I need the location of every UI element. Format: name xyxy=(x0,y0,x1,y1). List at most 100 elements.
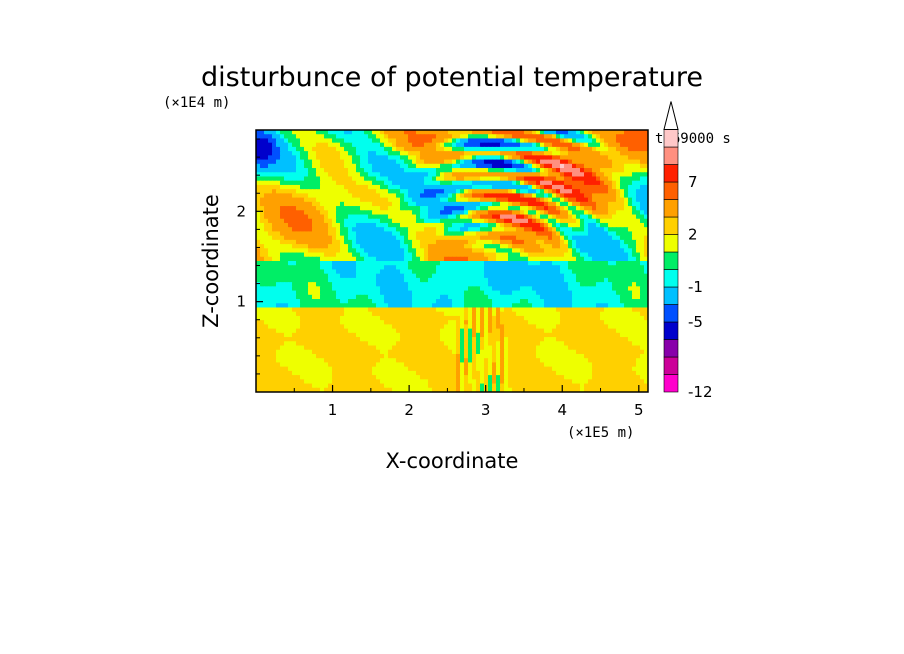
field-cell xyxy=(268,307,273,313)
field-cell xyxy=(536,163,541,169)
field-cell xyxy=(640,168,645,173)
field-cell xyxy=(456,201,461,207)
field-cell xyxy=(632,282,637,287)
field-cell xyxy=(596,151,601,156)
field-cell xyxy=(432,222,437,228)
field-cell xyxy=(396,256,401,262)
field-cell xyxy=(628,159,633,165)
field-cell xyxy=(536,320,541,325)
field-cell xyxy=(584,138,589,144)
field-cell xyxy=(348,218,353,224)
field-cell xyxy=(436,320,441,325)
field-cell xyxy=(596,168,601,173)
field-cell xyxy=(332,282,337,287)
field-cell xyxy=(396,307,401,313)
field-cell xyxy=(356,239,361,245)
field-cell xyxy=(548,227,553,233)
field-cell xyxy=(580,269,585,275)
field-cell xyxy=(336,252,341,258)
field-cell xyxy=(596,159,601,165)
field-cell xyxy=(340,163,345,169)
field-cell xyxy=(380,168,385,173)
field-cell xyxy=(284,176,289,182)
field-cell xyxy=(396,231,401,237)
field-cell xyxy=(384,269,389,275)
field-cell xyxy=(472,176,477,182)
field-cell xyxy=(424,197,429,203)
field-cell xyxy=(472,299,477,304)
field-cell xyxy=(380,307,385,313)
field-cell xyxy=(336,307,341,313)
field-cell xyxy=(380,176,385,182)
field-cell xyxy=(292,332,297,338)
field-cell xyxy=(620,315,625,321)
field-cell xyxy=(436,265,441,271)
field-cell xyxy=(324,214,329,220)
field-cell xyxy=(384,299,389,304)
field-cell xyxy=(276,248,281,254)
field-cell xyxy=(568,172,573,178)
field-cell xyxy=(504,130,509,135)
field-cell xyxy=(520,210,525,216)
field-cell xyxy=(644,252,648,258)
field-cell xyxy=(368,168,373,173)
field-cell xyxy=(468,239,473,245)
field-cell xyxy=(616,261,621,266)
field-cell xyxy=(352,197,357,203)
field-cell xyxy=(516,214,521,220)
field-cell xyxy=(564,130,569,135)
field-cell xyxy=(612,277,617,283)
field-cell xyxy=(572,282,577,287)
field-cell xyxy=(484,248,489,254)
field-cell xyxy=(532,299,537,304)
field-cell xyxy=(360,265,365,271)
field-cell xyxy=(416,176,421,182)
field-cell xyxy=(348,248,353,254)
field-cell xyxy=(400,311,405,317)
field-cell xyxy=(432,193,437,199)
field-cell xyxy=(500,172,505,178)
field-cell xyxy=(640,239,645,245)
field-cell xyxy=(300,235,305,241)
field-cell xyxy=(492,235,497,241)
field-cell xyxy=(424,269,429,275)
field-cell xyxy=(324,261,329,266)
field-cell xyxy=(600,315,605,321)
field-cell xyxy=(568,273,573,279)
field-cell xyxy=(608,303,613,309)
field-cell xyxy=(412,286,417,292)
field-cell xyxy=(352,324,357,330)
field-cell xyxy=(292,227,297,233)
field-cell xyxy=(508,328,513,334)
field-cell xyxy=(344,282,349,287)
field-cell xyxy=(300,184,305,190)
field-cell xyxy=(548,155,553,161)
field-cell xyxy=(352,138,357,144)
field-cell xyxy=(360,294,365,300)
field-cell xyxy=(472,256,477,262)
field-cell xyxy=(596,218,601,224)
field-cell xyxy=(276,142,281,148)
field-cell xyxy=(388,282,393,287)
field-cell xyxy=(260,269,265,275)
field-cell xyxy=(644,311,648,317)
field-cell xyxy=(424,244,429,249)
field-cell xyxy=(500,163,505,169)
field-cell xyxy=(552,315,557,321)
field-cell xyxy=(496,235,501,241)
field-cell xyxy=(412,311,417,317)
field-cell xyxy=(436,324,441,330)
field-cell xyxy=(564,146,569,152)
field-cell xyxy=(280,222,285,228)
field-cell xyxy=(624,142,629,148)
field-cell xyxy=(528,227,533,233)
field-cell xyxy=(496,307,501,313)
field-cell xyxy=(596,222,601,228)
field-cell xyxy=(520,277,525,283)
field-cell xyxy=(644,265,648,271)
field-cell xyxy=(628,130,633,135)
field-cell xyxy=(504,332,509,338)
field-cell xyxy=(600,307,605,313)
field-cell xyxy=(268,324,273,330)
field-cell xyxy=(508,214,513,220)
